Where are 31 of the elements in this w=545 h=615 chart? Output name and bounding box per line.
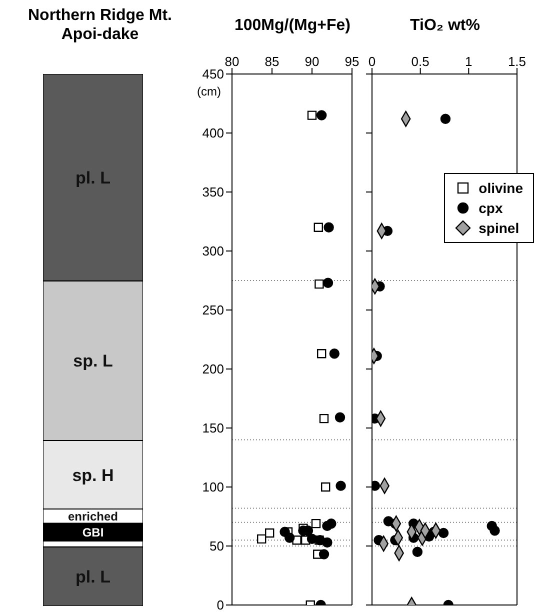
y-tick-label: 350 bbox=[202, 184, 224, 200]
chart-title: 100Mg/(Mg+Fe) bbox=[233, 16, 352, 35]
x-tick-label: 95 bbox=[344, 54, 360, 69]
y-tick-label: 0 bbox=[216, 598, 224, 613]
series-label: GBI bbox=[82, 525, 104, 540]
y-tick-label: 150 bbox=[202, 420, 224, 436]
x-tick-label: 1 bbox=[465, 54, 472, 69]
legend-label: olivine bbox=[478, 180, 523, 196]
x-tick-label: 85 bbox=[264, 54, 280, 69]
chart-title: Northern Ridge Mt. Apoi-dake bbox=[27, 6, 173, 44]
y-tick-label: 250 bbox=[202, 302, 224, 318]
series-label: sp. H bbox=[72, 466, 114, 485]
x-tick-label: 90 bbox=[304, 54, 320, 69]
y-tick-label: 100 bbox=[202, 480, 224, 495]
y-tick-label: 200 bbox=[202, 362, 224, 377]
x-tick-label: 0.5 bbox=[411, 54, 430, 69]
legend-label: cpx bbox=[478, 200, 503, 216]
y-axis-title: (cm) bbox=[197, 84, 221, 99]
x-tick-label: 0 bbox=[368, 54, 376, 69]
x-tick-label: 1.5 bbox=[508, 54, 526, 69]
y-tick-label: 50 bbox=[210, 538, 224, 554]
series-label: pl. L bbox=[76, 168, 110, 188]
chart-title: TiO₂ wt% bbox=[409, 16, 481, 35]
legend-label: spinel bbox=[478, 220, 520, 236]
y-tick-label: 300 bbox=[202, 244, 224, 259]
series-label: enriched bbox=[68, 509, 118, 524]
x-tick-label: 80 bbox=[224, 54, 240, 69]
series-label: pl. L bbox=[76, 567, 110, 586]
y-tick-label: 400 bbox=[202, 126, 224, 141]
series-label: sp. L bbox=[73, 352, 113, 371]
y-tick-label: 450 bbox=[202, 66, 224, 82]
